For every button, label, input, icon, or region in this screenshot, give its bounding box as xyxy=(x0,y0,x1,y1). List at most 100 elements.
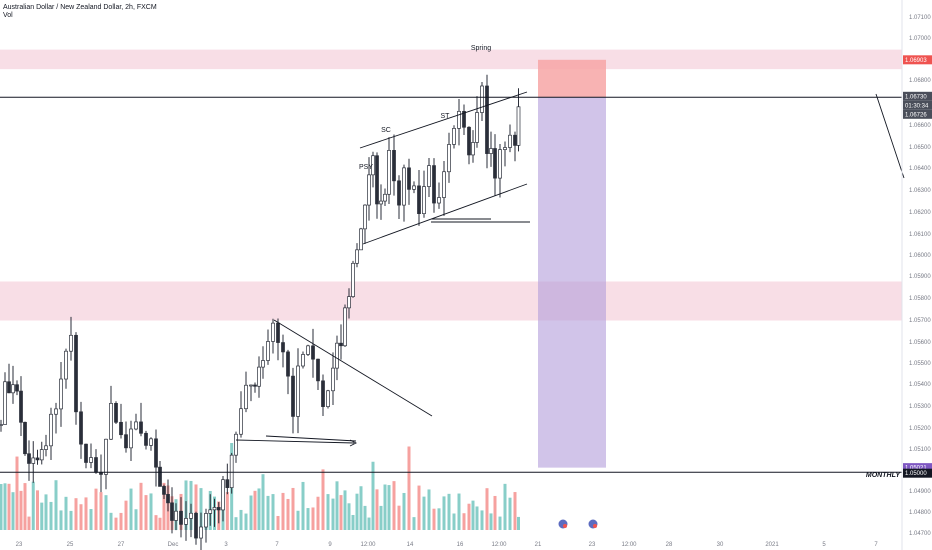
candle-body xyxy=(49,413,53,447)
volume-bar xyxy=(326,494,330,530)
candle-body xyxy=(437,197,441,204)
volume-bar xyxy=(286,498,290,530)
supply-zone[interactable] xyxy=(0,49,902,70)
candle-body xyxy=(139,421,143,434)
candle-body xyxy=(387,150,391,195)
volume-bar xyxy=(27,516,31,530)
projection-line[interactable] xyxy=(875,93,905,179)
candle-body xyxy=(44,445,48,450)
volume-bar xyxy=(351,514,355,530)
candle-body xyxy=(59,378,63,410)
volume-bar xyxy=(480,510,484,530)
volume-bar xyxy=(402,492,406,530)
price-axis-label: 1.04800 xyxy=(909,510,931,516)
volume-bar xyxy=(422,496,426,530)
volume-bar xyxy=(239,509,243,530)
time-axis-label: 25 xyxy=(67,542,74,548)
price-axis-label: 1.05400 xyxy=(909,382,931,388)
volume-bar xyxy=(371,461,375,530)
falling-wedge-lower[interactable] xyxy=(265,435,357,442)
volume-bar xyxy=(432,508,436,530)
candle-body xyxy=(383,193,387,202)
candle-body xyxy=(239,408,243,435)
candle-body xyxy=(480,85,484,113)
volume-bar xyxy=(257,488,261,530)
volume-bar xyxy=(109,512,113,530)
volume-bar xyxy=(154,515,158,530)
economic-event-icon[interactable] xyxy=(587,518,599,530)
volume-bar xyxy=(3,483,7,530)
candle-body xyxy=(321,380,325,407)
event-flag-icon xyxy=(563,524,567,528)
time-axis-label: 28 xyxy=(666,542,673,548)
economic-event-icon[interactable] xyxy=(557,518,569,530)
volume-bar xyxy=(84,497,88,530)
volume-bar xyxy=(489,513,493,530)
candle-body xyxy=(257,366,261,387)
volume-bar xyxy=(94,488,98,530)
candle-body xyxy=(114,402,118,423)
candle-body xyxy=(301,354,305,367)
candle-body xyxy=(311,345,315,360)
time-axis-label: 5 xyxy=(822,542,826,548)
demand-zone[interactable] xyxy=(0,281,902,321)
volume-bar xyxy=(291,487,295,530)
candle-body xyxy=(19,390,23,423)
candle-body xyxy=(291,375,295,417)
psy-label: PSY xyxy=(359,164,373,171)
volume-bar xyxy=(452,513,456,530)
price-axis-label: 1.06100 xyxy=(909,232,931,238)
candle-body xyxy=(427,165,431,187)
candle-body xyxy=(475,112,479,143)
candle-body xyxy=(335,342,339,369)
position-stop-zone[interactable] xyxy=(538,59,606,98)
volume-bar xyxy=(69,510,73,530)
candle-body xyxy=(513,134,517,146)
channel-upper-line[interactable] xyxy=(359,91,528,149)
volume-bar xyxy=(261,474,265,530)
price-axis-label: 1.04900 xyxy=(909,489,931,495)
volume-bar xyxy=(19,490,23,530)
price-axis-label: 1.05300 xyxy=(909,404,931,410)
target-price-tag: 1.06903 xyxy=(905,58,927,64)
candle-body xyxy=(23,421,27,455)
event-flag-icon xyxy=(593,524,597,528)
channel-lower-line[interactable] xyxy=(362,183,528,245)
candle-body xyxy=(493,148,497,179)
volume-bar xyxy=(387,485,391,530)
candle-body xyxy=(134,421,138,430)
arrow-shaft[interactable] xyxy=(235,439,355,444)
time-axis-label: 21 xyxy=(535,542,542,548)
candle-body xyxy=(39,449,44,461)
volume-bar xyxy=(64,496,68,530)
candle-body xyxy=(144,432,148,446)
candle-body xyxy=(158,466,162,487)
volume-bar xyxy=(392,481,396,530)
volume-bar xyxy=(15,456,19,530)
volume-bar xyxy=(234,517,238,530)
volume-bar xyxy=(0,484,3,530)
position-target-zone[interactable] xyxy=(538,97,606,468)
candle-body xyxy=(234,433,238,456)
candle-body xyxy=(296,365,300,417)
candle-body xyxy=(3,381,7,425)
price-axis-label: 1.05900 xyxy=(909,274,931,280)
volume-bar xyxy=(139,482,143,530)
volume-bar xyxy=(383,484,387,530)
volume-bar xyxy=(40,502,44,530)
candle-body xyxy=(516,106,521,146)
candle-body xyxy=(286,351,290,377)
volume-bar xyxy=(149,493,153,530)
volume-bar xyxy=(471,500,475,530)
candle-body xyxy=(347,296,351,309)
candle-body xyxy=(170,502,174,521)
falling-wedge-upper[interactable] xyxy=(273,319,433,417)
volume-bar xyxy=(104,495,108,530)
candle-body xyxy=(503,147,507,150)
volume-bar xyxy=(375,489,379,530)
volume-bar xyxy=(89,509,93,530)
candle-body xyxy=(84,443,88,463)
price-axis-label: 1.06300 xyxy=(909,188,931,194)
